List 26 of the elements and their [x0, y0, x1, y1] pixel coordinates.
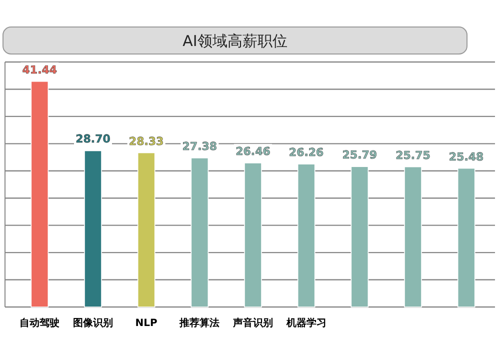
data-label: 28.33 — [128, 134, 164, 148]
x-tick-label: 声音识别 — [232, 317, 273, 329]
bar — [30, 80, 49, 308]
data-label: 27.38 — [182, 140, 218, 153]
x-tick-label: NLP — [135, 318, 158, 329]
bar — [457, 168, 476, 308]
data-label: 28.70 — [76, 132, 111, 146]
title-box: AI领域高薪职位 — [2, 26, 468, 54]
x-tick-label: 机器学习 — [285, 317, 326, 329]
bar — [84, 150, 102, 308]
x-tick-label: 图像识别 — [73, 317, 113, 329]
x-tick-label: 自动驾驶 — [20, 317, 60, 329]
bar — [244, 162, 262, 308]
data-label: 26.26 — [288, 146, 324, 160]
x-tick-label: 推荐算法 — [178, 317, 220, 329]
data-label: 26.46 — [236, 144, 271, 158]
chart-title: AI领域高薪职位 — [182, 32, 288, 50]
bar — [190, 158, 209, 308]
data-label: 25.48 — [448, 150, 484, 164]
data-label: 25.79 — [342, 148, 378, 162]
bar — [297, 164, 316, 308]
bar — [137, 152, 156, 308]
data-label: 41.44 — [22, 63, 58, 76]
bar — [404, 166, 422, 308]
data-label: 25.75 — [396, 148, 430, 162]
bar — [350, 166, 369, 308]
